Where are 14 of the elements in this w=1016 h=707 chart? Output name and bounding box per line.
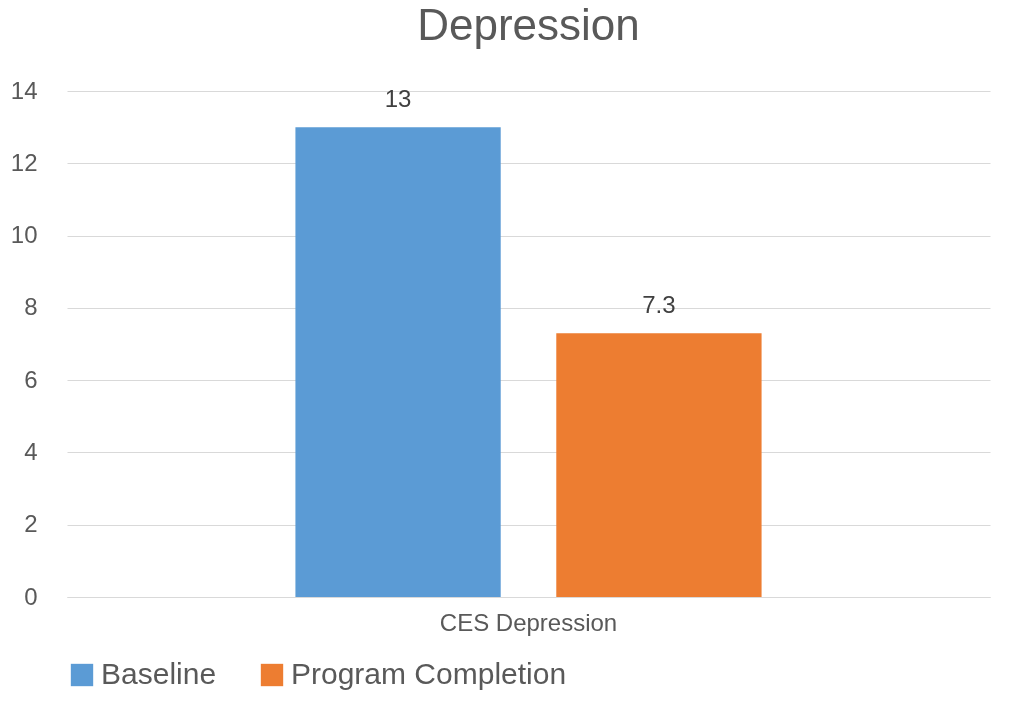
y-tick-label: 12 [10,148,38,176]
chart-title: Depression [417,0,640,49]
y-tick-label: 0 [24,582,38,610]
legend-label: Baseline [101,657,217,690]
x-tick-label: CES Depression [439,608,618,636]
y-tick-label: 2 [24,510,38,538]
y-tick-label: 10 [10,221,38,249]
y-tick-label: 4 [24,437,38,465]
legend-label: Program Completion [291,657,567,690]
y-tick-label: 14 [10,76,38,104]
data-label: 7.3 [642,291,676,319]
y-tick-label: 8 [24,293,38,321]
y-tick-label: 6 [24,365,38,393]
data-label: 13 [384,85,412,113]
